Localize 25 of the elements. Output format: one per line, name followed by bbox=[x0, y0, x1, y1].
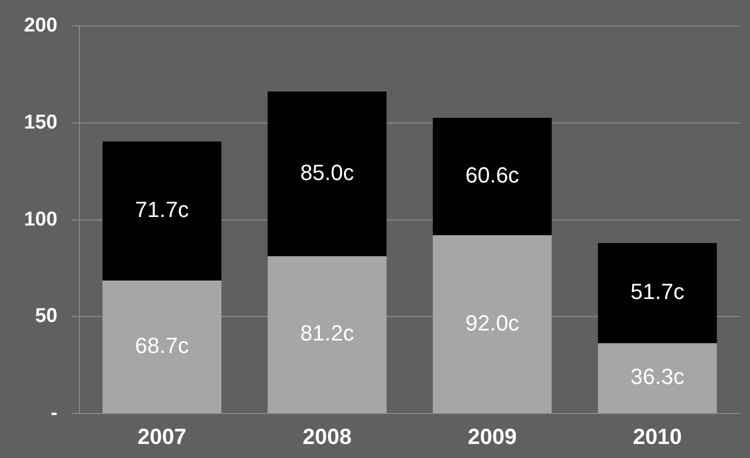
x-tick-label: 2010 bbox=[632, 424, 682, 449]
bar bbox=[432, 118, 552, 236]
data-label: 85.0c bbox=[300, 160, 354, 185]
bar bbox=[268, 92, 387, 256]
y-tick-label: 200 bbox=[24, 14, 58, 37]
bar bbox=[102, 142, 222, 280]
y-tick-label: 150 bbox=[24, 111, 58, 134]
data-label: 36.3c bbox=[630, 364, 684, 390]
bar bbox=[598, 343, 717, 414]
y-tick-label: - bbox=[50, 402, 58, 424]
data-label: 60.6c bbox=[465, 162, 520, 188]
bar bbox=[268, 256, 387, 414]
data-label: 51.7c bbox=[630, 279, 684, 304]
data-label: 92.0c bbox=[465, 310, 520, 336]
data-label: 71.7c bbox=[135, 197, 189, 222]
bar bbox=[432, 235, 552, 414]
y-tick-label: 100 bbox=[24, 208, 58, 230]
data-label: 68.7c bbox=[135, 332, 189, 358]
y-tick-label: 50 bbox=[35, 305, 58, 328]
bar bbox=[598, 243, 717, 344]
x-tick-label: 2008 bbox=[302, 424, 352, 449]
x-tick-label: 2009 bbox=[468, 424, 517, 449]
data-label: 81.2c bbox=[300, 320, 354, 346]
x-tick-label: 2007 bbox=[137, 424, 186, 449]
bar bbox=[102, 280, 222, 414]
